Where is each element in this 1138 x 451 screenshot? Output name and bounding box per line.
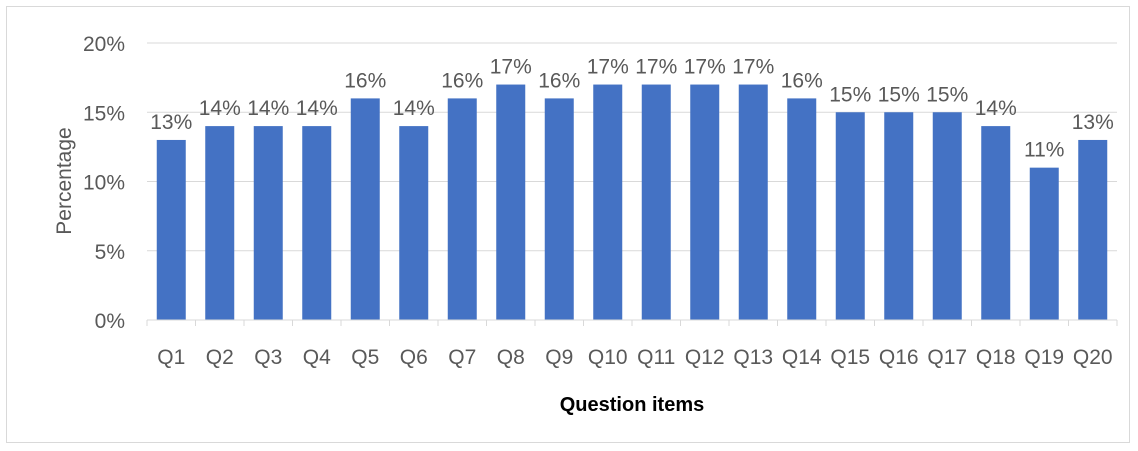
data-label: 16% xyxy=(441,69,483,92)
x-tick-label: Q17 xyxy=(927,346,967,369)
bar xyxy=(544,98,574,321)
data-labels: 13% 14% 14% 14% 16% 14% 16% 17% 16% 17% 17% 17% 17% 1… xyxy=(150,56,1114,162)
x-tick-label: Q11 xyxy=(637,346,675,369)
x-tick-label: Q20 xyxy=(1073,346,1113,369)
x-tick-label: Q10 xyxy=(588,346,628,369)
x-tick-label: Q8 xyxy=(497,346,525,369)
y-tick-label: 10% xyxy=(83,172,125,195)
y-tick-label: 20% xyxy=(83,33,125,56)
data-label: 14% xyxy=(199,97,241,120)
bar xyxy=(447,98,477,321)
data-label: 14% xyxy=(296,97,338,120)
x-tick-label: Q15 xyxy=(830,346,870,369)
y-axis-label: Percentage xyxy=(53,127,76,234)
bar xyxy=(690,84,720,320)
data-label: 15% xyxy=(926,83,968,106)
bar xyxy=(302,126,332,320)
data-label: 13% xyxy=(1072,111,1114,134)
x-tick-label: Q19 xyxy=(1024,346,1064,369)
bar xyxy=(205,126,235,320)
x-tick-label: Q13 xyxy=(733,346,773,369)
data-label: 16% xyxy=(781,69,823,92)
bars xyxy=(156,84,1108,321)
y-tick-label: 0% xyxy=(95,310,125,333)
x-tick-label: Q12 xyxy=(685,346,725,369)
x-tick-label: Q16 xyxy=(879,346,919,369)
bar xyxy=(156,139,186,320)
data-label: 17% xyxy=(587,56,629,79)
bar xyxy=(884,112,914,320)
x-axis xyxy=(146,319,1118,326)
x-tick-label: Q2 xyxy=(206,346,234,369)
data-label: 17% xyxy=(732,56,774,79)
bar xyxy=(932,112,962,320)
bar xyxy=(593,84,623,320)
x-axis-ticks: Q1 Q2 Q3 Q4 Q5 Q6 Q7 Q8 Q9 Q10 Q11 Q12 Q13 Q14 Q15 Q16 Q… xyxy=(157,346,1112,369)
bar xyxy=(350,98,380,321)
bar xyxy=(787,98,817,321)
y-tick-label: 15% xyxy=(83,102,125,125)
bar xyxy=(835,112,865,320)
data-label: 17% xyxy=(684,56,726,79)
x-tick-label: Q18 xyxy=(976,346,1016,369)
x-tick-label: Q3 xyxy=(254,346,282,369)
data-label: 15% xyxy=(878,83,920,106)
data-label: 11% xyxy=(1024,139,1064,162)
x-tick-label: Q1 xyxy=(157,346,185,369)
y-axis-ticks: 0% 5% 10% 15% 20% xyxy=(83,33,125,333)
data-label: 17% xyxy=(490,56,532,79)
data-label: 16% xyxy=(538,69,580,92)
data-label: 14% xyxy=(393,97,435,120)
x-tick-label: Q5 xyxy=(351,346,379,369)
bar xyxy=(496,84,526,320)
data-label: 15% xyxy=(829,83,871,106)
bar xyxy=(399,126,429,320)
x-axis-label: Question items xyxy=(560,394,704,416)
x-tick-label: Q14 xyxy=(782,346,822,369)
gridlines xyxy=(147,42,1117,252)
bar xyxy=(641,84,671,320)
data-label: 14% xyxy=(247,97,289,120)
bar xyxy=(253,126,283,320)
x-tick-label: Q9 xyxy=(545,346,573,369)
x-tick-label: Q4 xyxy=(303,346,331,369)
y-tick-label: 5% xyxy=(95,241,125,264)
data-label: 13% xyxy=(150,111,192,134)
bar xyxy=(1029,167,1059,320)
data-label: 16% xyxy=(344,69,386,92)
bar xyxy=(738,84,768,320)
data-label: 17% xyxy=(635,56,677,79)
bar xyxy=(1078,139,1108,320)
x-tick-label: Q7 xyxy=(448,346,476,369)
data-label: 14% xyxy=(975,97,1017,120)
x-tick-label: Q6 xyxy=(400,346,428,369)
bar xyxy=(981,126,1011,320)
